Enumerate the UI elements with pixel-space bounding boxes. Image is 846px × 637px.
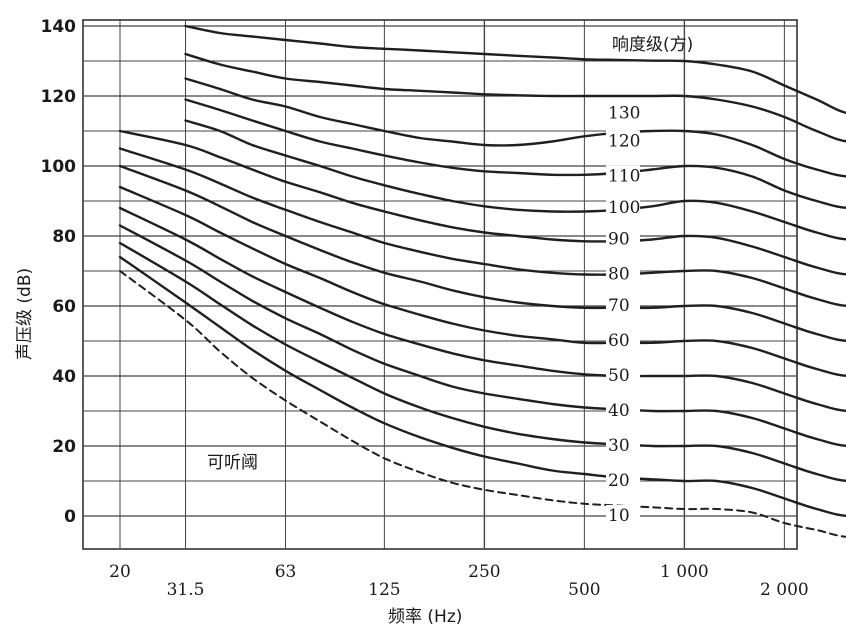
curve-label-bg [606,470,640,490]
curve-label-100: 100 [608,198,640,218]
curve-label-bg [606,435,640,455]
curve-50-phon [118,185,846,378]
curve-label-70: 70 [608,296,630,316]
curve-label-bg [606,130,640,151]
y-tick-label: 100 [41,157,77,177]
curve-label-30: 30 [608,436,630,456]
curve-label-10: 10 [608,506,630,526]
plot-frame [82,19,798,550]
curve-110-phon [184,77,846,178]
threshold-label: 可听阈 [207,453,258,473]
x-tick-label: 125 [368,580,400,600]
curve-labels: 130 120 110 100 90 80 70 60 50 40 30 20 10 [606,102,640,526]
curve-label-120: 120 [608,132,640,152]
curve-80-phon [118,129,846,276]
curve-30-phon [118,224,846,448]
y-tick-label: 40 [52,367,76,387]
y-ticks: 0 20 40 60 80 100 120 140 [41,17,77,527]
legend-title: 响度级(方) [612,35,693,55]
curve-label-bg [606,295,640,315]
x-tick-label: 2 000 [760,580,809,600]
curve-label-130: 130 [608,104,640,124]
curve-label-bg [606,365,640,385]
curve-label-bg [606,102,640,123]
x-tick-label: 500 [568,580,600,600]
curve-100-phon [184,98,846,210]
y-tick-label: 80 [52,227,76,247]
curve-label-40: 40 [608,401,630,421]
y-tick-label: 0 [64,507,76,527]
x-tick-label: 20 [109,562,131,582]
x-tick-label: 63 [275,562,297,582]
curve-label-90: 90 [608,230,630,250]
curve-60-phon [118,164,846,343]
curve-label-bg [606,400,640,420]
y-tick-label: 120 [41,87,77,107]
curve-label-bg [606,165,640,186]
curve-90-phon [184,119,846,241]
y-tick-label: 140 [41,17,77,37]
y-tick-label: 20 [52,437,76,457]
curve-label-bg [606,263,640,284]
curve-label-20: 20 [608,471,630,491]
grid [82,19,798,550]
curve-20-phon [118,241,846,483]
x-tick-label: 250 [468,562,500,582]
curve-label-bg [606,197,640,217]
x-tick-label: 31.5 [167,580,205,600]
curve-label-60: 60 [608,331,630,351]
curve-label-bg [606,505,640,525]
x-axis-title: 频率 (Hz) [388,607,462,627]
curve-130-phon [184,24,846,115]
x-tick-label: 1 000 [660,562,709,582]
curve-120-phon [184,52,846,143]
curve-label-bg [606,330,640,350]
y-axis-title: 声压级 (dB) [15,268,35,360]
y-tick-label: 60 [52,297,76,317]
curve-label-80: 80 [608,265,630,285]
curve-label-110: 110 [608,167,640,187]
curve-label-50: 50 [608,366,630,386]
curve-label-bg [606,228,640,249]
